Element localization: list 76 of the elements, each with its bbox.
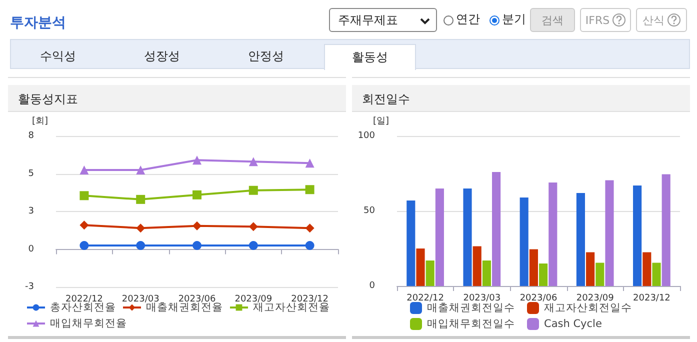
bar — [492, 172, 501, 286]
text: 산식 — [642, 12, 664, 28]
y-tick-label: 3 — [28, 206, 34, 216]
bar — [633, 186, 642, 286]
point — [305, 224, 314, 233]
point — [136, 224, 146, 233]
dropdown-field: 주재무제표 — [329, 8, 437, 32]
bar — [548, 182, 558, 286]
point — [80, 240, 89, 250]
bar — [586, 252, 595, 286]
bar — [435, 188, 444, 286]
point — [248, 186, 258, 195]
y-tick-label: 8 — [28, 131, 34, 141]
legend-label: 매출채권회전율 — [146, 302, 223, 314]
bar — [576, 193, 585, 286]
text: 투자분석 — [10, 14, 66, 32]
point — [192, 240, 202, 250]
point — [305, 185, 314, 194]
x-tick-label: 2022/12 — [406, 294, 444, 304]
point — [136, 165, 146, 174]
x-tick-label: 2023/03 — [463, 294, 501, 304]
text: 성장성 — [143, 48, 181, 64]
x-tick-label: 2023/09 — [576, 294, 614, 304]
bar — [482, 260, 491, 286]
point — [136, 240, 146, 250]
legend-label: 총자산회전율 — [50, 302, 116, 314]
x-tick-label: 2023/06 — [520, 294, 558, 304]
y-tick-label: -3 — [25, 282, 34, 292]
bar — [520, 198, 528, 286]
bar — [426, 260, 434, 286]
bar — [662, 174, 670, 286]
point — [305, 240, 314, 250]
bar — [539, 264, 548, 286]
text: 수익성 — [39, 48, 77, 64]
point — [80, 220, 89, 230]
text: 검색 — [530, 8, 575, 32]
point — [80, 165, 89, 174]
bar — [605, 180, 614, 286]
bar — [472, 246, 482, 286]
point — [248, 157, 258, 166]
point — [248, 240, 258, 250]
chart-title: 활동성지표 — [18, 91, 78, 108]
bar — [596, 262, 604, 286]
chart-title: 회전일수 — [362, 91, 410, 108]
bar — [406, 200, 416, 286]
text: 안정성 — [247, 48, 285, 64]
y-tick-label: 0 — [28, 244, 34, 254]
text: 분기 — [502, 11, 526, 28]
bar — [416, 248, 425, 286]
legend-label: Cash Cycle — [544, 318, 602, 330]
point — [192, 156, 202, 165]
bar — [463, 188, 472, 286]
point — [248, 222, 258, 232]
y-tick-label: 50 — [364, 206, 376, 216]
point — [80, 191, 89, 200]
y-tick-label: 0 — [369, 281, 376, 291]
point — [136, 194, 146, 204]
text: IFRS — [585, 14, 610, 26]
point — [305, 158, 314, 168]
y-tick-label: 5 — [28, 168, 34, 179]
legend-label: 매입채무회전일수 — [427, 318, 515, 330]
legend-label: 매입채무회전율 — [50, 318, 127, 330]
bar — [642, 252, 652, 286]
text: 연간 — [456, 11, 480, 28]
point — [192, 221, 202, 230]
y-tick-label: 100 — [358, 131, 376, 141]
text: 활동성 — [324, 44, 416, 70]
x-tick-label: 2023/12 — [633, 294, 670, 304]
point — [192, 190, 202, 200]
y-axis-title: [회] — [32, 116, 48, 126]
legend-label: 매출채권회전일수 — [427, 302, 515, 314]
y-axis-title: [일] — [372, 116, 389, 126]
bar — [529, 249, 538, 286]
legend-label: 재고자산회전율 — [253, 302, 330, 314]
legend-label: 재고자산회전일수 — [544, 302, 632, 314]
bar — [652, 262, 661, 286]
